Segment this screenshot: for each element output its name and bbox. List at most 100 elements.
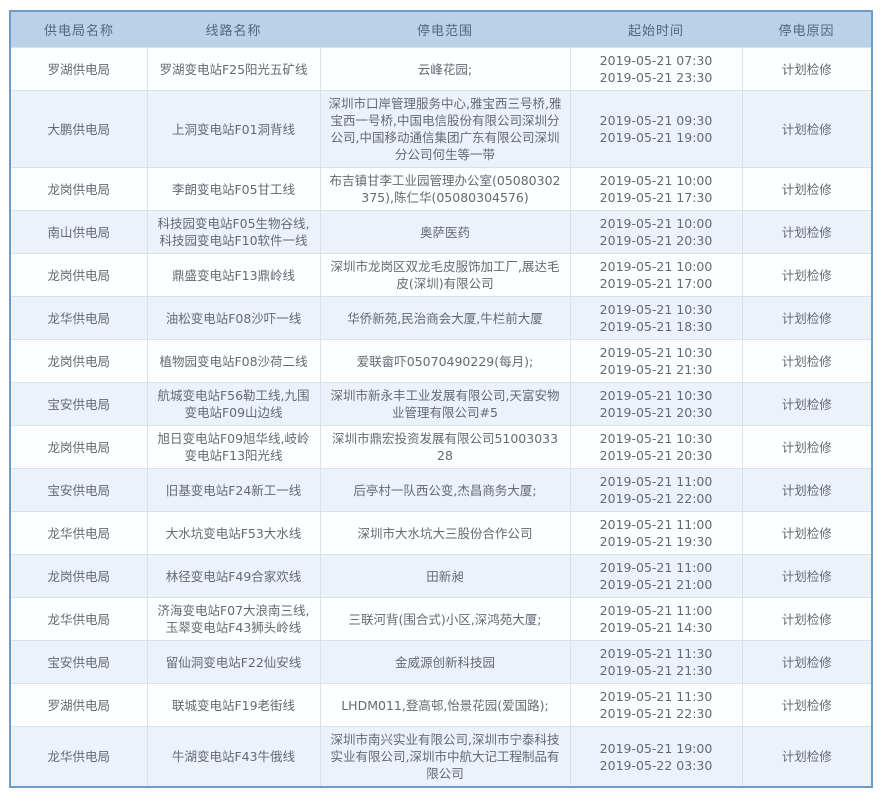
time-end: 2019-05-21 18:30 bbox=[599, 319, 713, 334]
cell-time: 2019-05-21 09:30 2019-05-21 19:00 bbox=[569, 90, 742, 168]
time-start: 2019-05-21 10:30 bbox=[599, 302, 713, 317]
table-row: 龙华供电局 牛湖变电站F43牛俄线 深圳市南兴实业有限公司,深圳市宁泰科技实业有限公… bbox=[10, 726, 872, 787]
time-end: 2019-05-21 20:30 bbox=[599, 405, 713, 420]
cell-bureau: 龙岗供电局 bbox=[10, 554, 147, 598]
cell-reason: 计划检修 bbox=[741, 683, 872, 727]
cell-scope: 奥萨医药 bbox=[319, 210, 570, 254]
cell-line: 林径变电站F49合家欢线 bbox=[146, 554, 320, 598]
cell-line: 旭日变电站F09旭华线,岐岭变电站F13阳光线 bbox=[146, 425, 320, 469]
time-start: 2019-05-21 11:00 bbox=[599, 603, 713, 618]
time-start: 2019-05-21 19:00 bbox=[599, 740, 713, 756]
cell-bureau: 罗湖供电局 bbox=[10, 47, 147, 91]
cell-bureau: 龙华供电局 bbox=[10, 511, 147, 555]
cell-scope: 云峰花园; bbox=[319, 47, 570, 91]
time-end: 2019-05-21 21:30 bbox=[599, 663, 713, 678]
cell-bureau: 龙岗供电局 bbox=[10, 167, 147, 211]
cell-reason: 计划检修 bbox=[741, 425, 872, 469]
time-end: 2019-05-21 19:30 bbox=[599, 534, 713, 549]
cell-line: 航城变电站F56勒工线,九围变电站F09山边线 bbox=[146, 382, 320, 426]
cell-reason: 计划检修 bbox=[741, 511, 872, 555]
time-end: 2019-05-22 03:30 bbox=[599, 757, 713, 773]
outage-table: 供电局名称 线路名称 停电范围 起始时间 停电原因 罗湖供电局 罗湖变电站F25阳… bbox=[9, 10, 873, 788]
cell-reason: 计划检修 bbox=[741, 47, 872, 91]
cell-time: 2019-05-21 10:00 2019-05-21 20:30 bbox=[569, 210, 742, 254]
time-end: 2019-05-21 20:30 bbox=[599, 233, 713, 248]
cell-time: 2019-05-21 11:30 2019-05-21 21:30 bbox=[569, 640, 742, 684]
time-start: 2019-05-21 07:30 bbox=[599, 53, 713, 68]
time-end: 2019-05-21 22:00 bbox=[599, 491, 713, 506]
cell-reason: 计划检修 bbox=[741, 640, 872, 684]
time-end: 2019-05-21 20:30 bbox=[599, 448, 713, 463]
cell-line: 留仙洞变电站F22仙安线 bbox=[146, 640, 320, 684]
cell-line: 上洞变电站F01洞背线 bbox=[146, 90, 320, 168]
column-header-time: 起始时间 bbox=[570, 11, 742, 48]
time-start: 2019-05-21 10:30 bbox=[599, 431, 713, 446]
time-end: 2019-05-21 23:30 bbox=[599, 70, 713, 85]
cell-line: 罗湖变电站F25阳光五矿线 bbox=[146, 47, 320, 91]
column-header-scope: 停电范围 bbox=[320, 11, 570, 48]
cell-bureau: 宝安供电局 bbox=[10, 382, 147, 426]
time-start: 2019-05-21 10:30 bbox=[599, 345, 713, 360]
cell-bureau: 龙华供电局 bbox=[10, 296, 147, 340]
cell-scope: 深圳市南兴实业有限公司,深圳市宁泰科技实业有限公司,深圳市中航大记工程制品有限公… bbox=[319, 726, 570, 787]
cell-time: 2019-05-21 11:30 2019-05-21 22:30 bbox=[569, 683, 742, 727]
cell-line: 旧基变电站F24新工一线 bbox=[146, 468, 320, 512]
cell-scope: 深圳市口岸管理服务中心,雅宝西三号桥,雅宝西一号桥,中国电信股份有限公司深圳分公… bbox=[319, 90, 570, 168]
table-row: 南山供电局 科技园变电站F05生物谷线,科技园变电站F10软件一线 奥萨医药 2019… bbox=[10, 210, 872, 254]
cell-scope: 华侨新苑,民治商会大厦,牛栏前大厦 bbox=[319, 296, 570, 340]
cell-scope: 三联河背(围合式)小区,深鸿苑大厦; bbox=[319, 597, 570, 641]
cell-time: 2019-05-21 10:30 2019-05-21 20:30 bbox=[569, 382, 742, 426]
cell-bureau: 龙华供电局 bbox=[10, 726, 147, 787]
cell-scope: 爱联畲吓05070490229(每月); bbox=[319, 339, 570, 383]
cell-bureau: 龙岗供电局 bbox=[10, 339, 147, 383]
cell-bureau: 龙岗供电局 bbox=[10, 425, 147, 469]
cell-line: 鼎盛变电站F13鼎岭线 bbox=[146, 253, 320, 297]
cell-time: 2019-05-21 07:30 2019-05-21 23:30 bbox=[569, 47, 742, 91]
time-start: 2019-05-21 11:30 bbox=[599, 646, 713, 661]
cell-time: 2019-05-21 11:00 2019-05-21 21:00 bbox=[569, 554, 742, 598]
time-start: 2019-05-21 09:30 bbox=[599, 113, 713, 128]
table-row: 宝安供电局 留仙洞变电站F22仙安线 金威源创新科技园 2019-05-21 11:3… bbox=[10, 640, 872, 684]
cell-line: 大水坑变电站F53大水线 bbox=[146, 511, 320, 555]
table-row: 宝安供电局 航城变电站F56勒工线,九围变电站F09山边线 深圳市新永丰工业发展有限… bbox=[10, 382, 872, 426]
time-start: 2019-05-21 10:00 bbox=[599, 173, 713, 188]
cell-scope: 金威源创新科技园 bbox=[319, 640, 570, 684]
cell-reason: 计划检修 bbox=[741, 339, 872, 383]
cell-scope: 深圳市鼎宏投资发展有限公司5100303328 bbox=[319, 425, 570, 469]
cell-reason: 计划检修 bbox=[741, 296, 872, 340]
header-row: 供电局名称 线路名称 停电范围 起始时间 停电原因 bbox=[10, 11, 872, 48]
cell-line: 牛湖变电站F43牛俄线 bbox=[146, 726, 320, 787]
time-end: 2019-05-21 17:30 bbox=[599, 190, 713, 205]
cell-line: 联城变电站F19老街线 bbox=[146, 683, 320, 727]
table-row: 龙岗供电局 鼎盛变电站F13鼎岭线 深圳市龙岗区双龙毛皮服饰加工厂,展达毛皮(深圳)… bbox=[10, 253, 872, 297]
cell-scope: 深圳市新永丰工业发展有限公司,天富安物业管理有限公司#5 bbox=[319, 382, 570, 426]
cell-scope: 深圳市大水坑大三股份合作公司 bbox=[319, 511, 570, 555]
time-end: 2019-05-21 17:00 bbox=[599, 276, 713, 291]
cell-bureau: 宝安供电局 bbox=[10, 640, 147, 684]
cell-time: 2019-05-21 10:30 2019-05-21 20:30 bbox=[569, 425, 742, 469]
cell-line: 植物园变电站F08沙荷二线 bbox=[146, 339, 320, 383]
cell-bureau: 龙岗供电局 bbox=[10, 253, 147, 297]
cell-scope: 深圳市龙岗区双龙毛皮服饰加工厂,展达毛皮(深圳)有限公司 bbox=[319, 253, 570, 297]
time-end: 2019-05-21 14:30 bbox=[599, 620, 713, 635]
cell-reason: 计划检修 bbox=[741, 468, 872, 512]
table-row: 龙岗供电局 植物园变电站F08沙荷二线 爱联畲吓05070490229(每月); 20… bbox=[10, 339, 872, 383]
cell-reason: 计划检修 bbox=[741, 210, 872, 254]
outage-table-header: 供电局名称 线路名称 停电范围 起始时间 停电原因 bbox=[10, 11, 872, 48]
cell-time: 2019-05-21 19:00 2019-05-22 03:30 bbox=[569, 726, 742, 787]
table-row: 龙岗供电局 李朗变电站F05甘工线 布吉镇甘李工业园管理办公室(0508030237… bbox=[10, 167, 872, 211]
cell-reason: 计划检修 bbox=[741, 90, 872, 168]
time-start: 2019-05-21 11:00 bbox=[599, 474, 713, 489]
cell-time: 2019-05-21 11:00 2019-05-21 19:30 bbox=[569, 511, 742, 555]
cell-bureau: 宝安供电局 bbox=[10, 468, 147, 512]
cell-line: 济海变电站F07大浪南三线,玉翠变电站F43狮头岭线 bbox=[146, 597, 320, 641]
time-start: 2019-05-21 10:00 bbox=[599, 216, 713, 231]
cell-scope: 后亭村一队西公变,杰昌商务大厦; bbox=[319, 468, 570, 512]
time-start: 2019-05-21 11:00 bbox=[599, 560, 713, 575]
table-row: 龙岗供电局 旭日变电站F09旭华线,岐岭变电站F13阳光线 深圳市鼎宏投资发展有限公… bbox=[10, 425, 872, 469]
cell-time: 2019-05-21 11:00 2019-05-21 22:00 bbox=[569, 468, 742, 512]
cell-time: 2019-05-21 10:30 2019-05-21 21:30 bbox=[569, 339, 742, 383]
cell-scope: LHDM011,登高邨,怡景花园(爱国路); bbox=[319, 683, 570, 727]
column-header-reason: 停电原因 bbox=[742, 11, 872, 48]
